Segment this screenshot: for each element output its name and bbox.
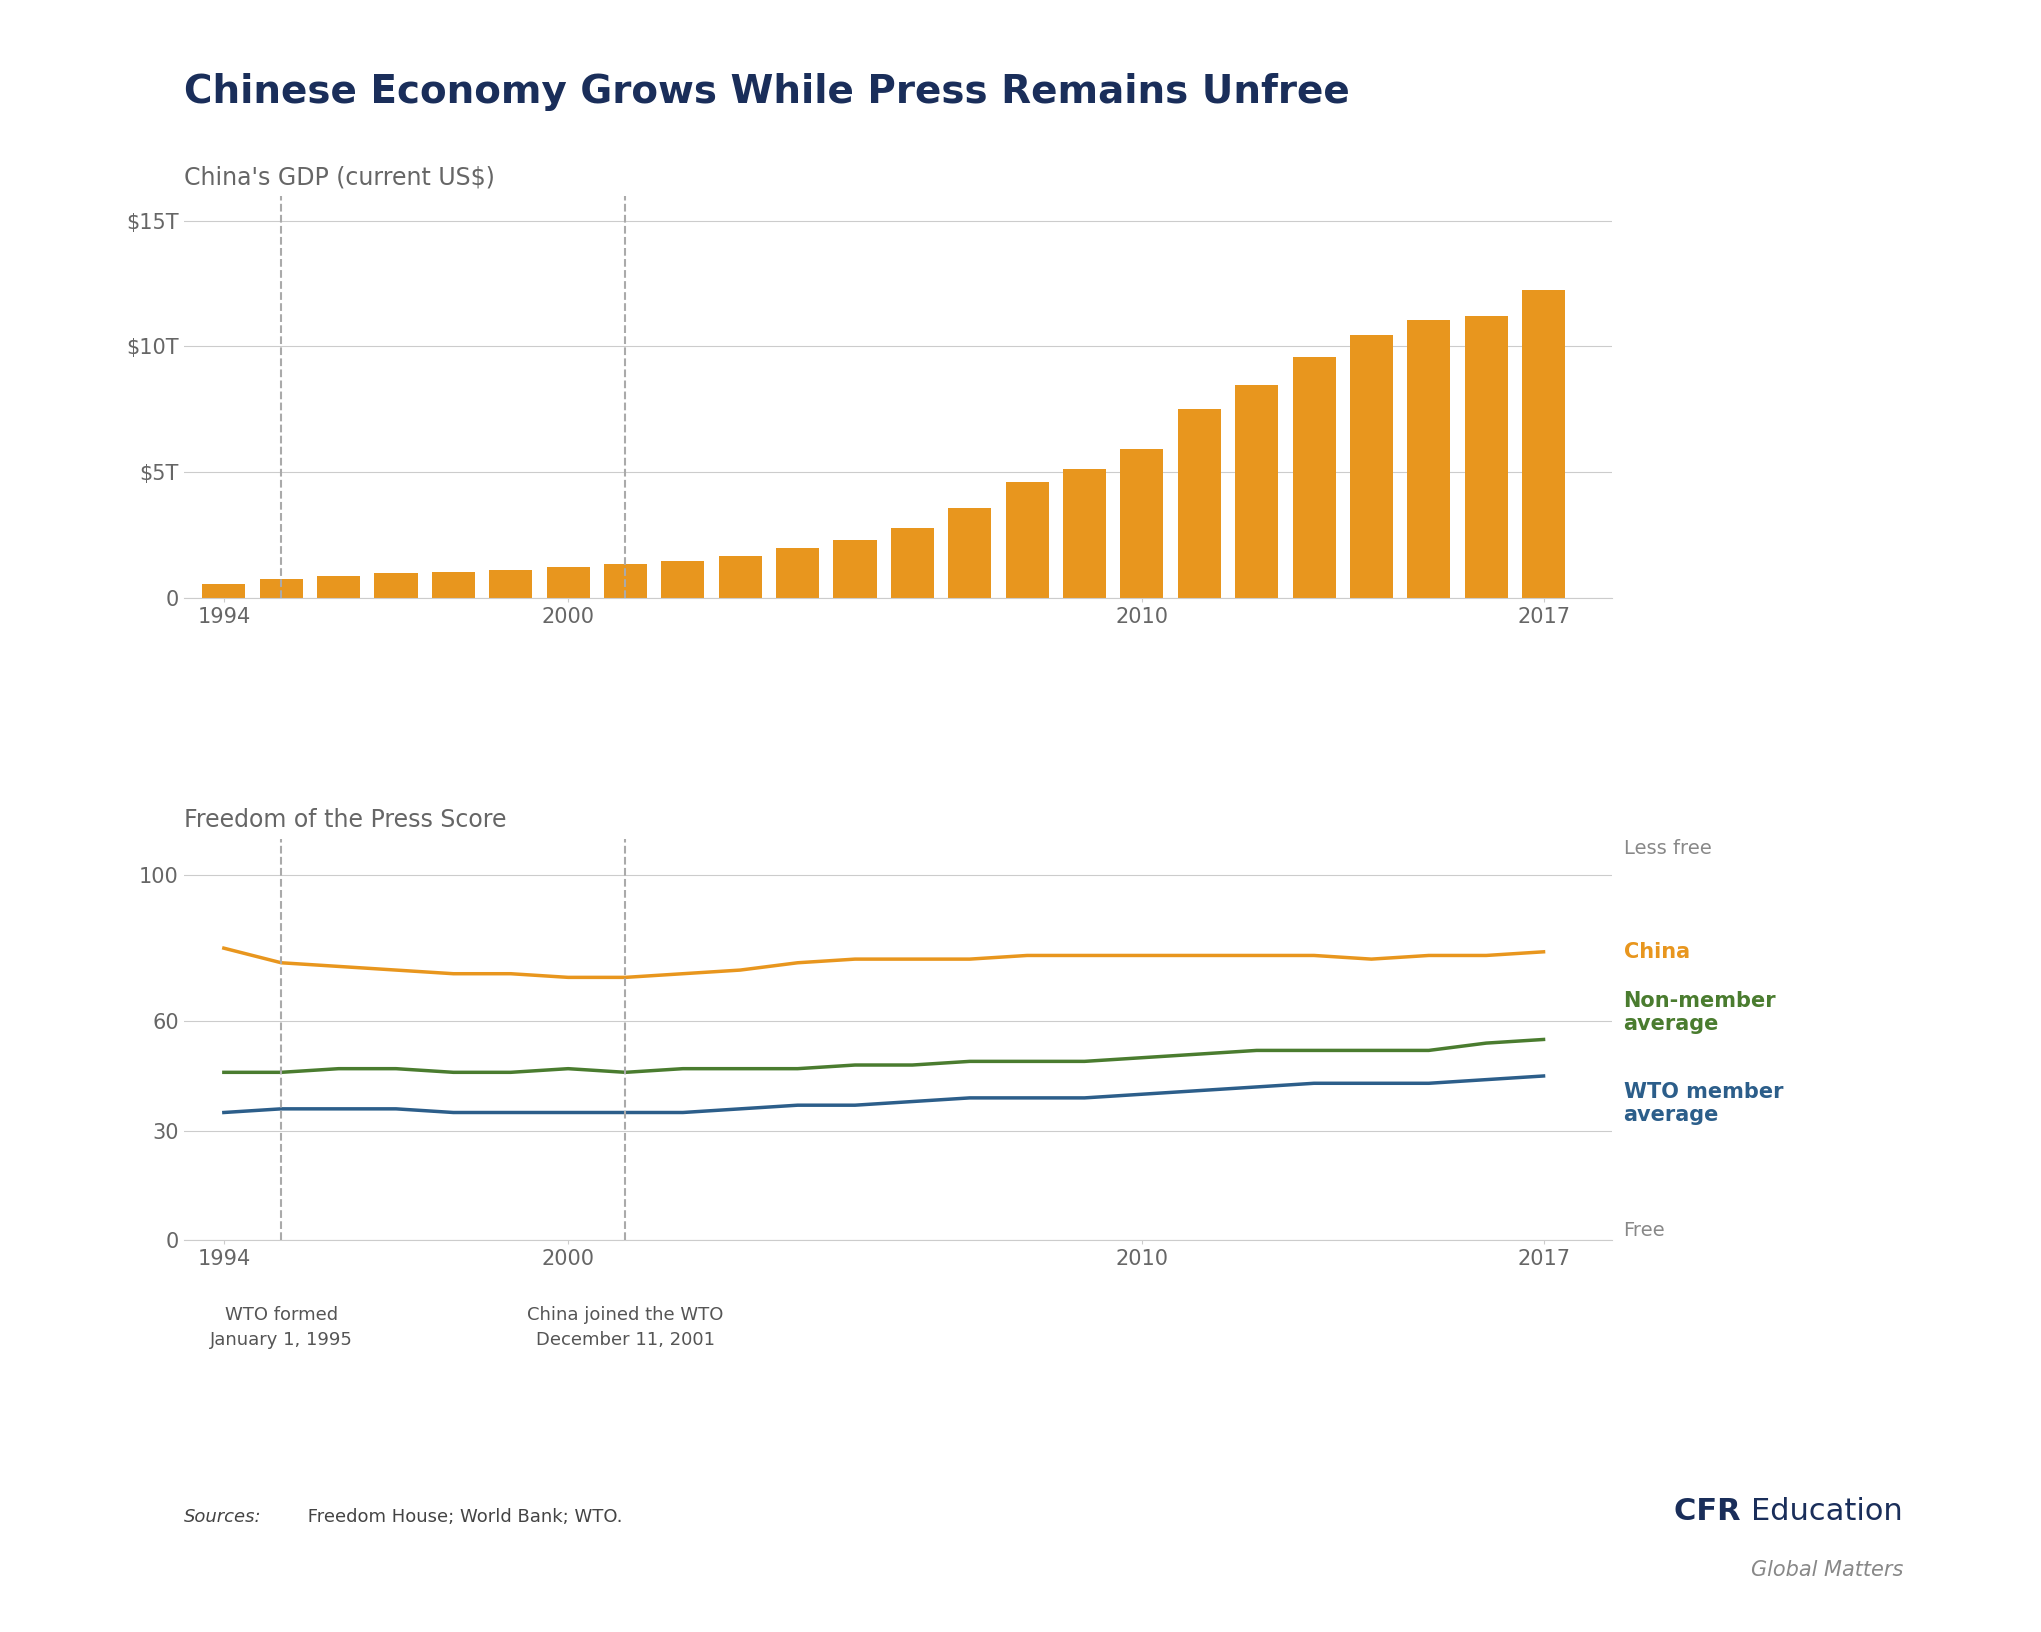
- Bar: [1292, 357, 1335, 597]
- Bar: [1178, 410, 1221, 597]
- Bar: [547, 568, 590, 597]
- Text: Sources:: Sources:: [184, 1508, 261, 1526]
- Text: Freedom of the Press Score: Freedom of the Press Score: [184, 808, 506, 832]
- Bar: [604, 565, 647, 597]
- Bar: [833, 540, 876, 597]
- Text: Free: Free: [1623, 1221, 1665, 1240]
- Bar: [949, 509, 992, 597]
- Text: Freedom House; World Bank; WTO.: Freedom House; World Bank; WTO.: [302, 1508, 623, 1526]
- Bar: [202, 584, 245, 597]
- Text: WTO member
average: WTO member average: [1623, 1082, 1784, 1124]
- Bar: [776, 548, 818, 597]
- Text: CFR: CFR: [1674, 1497, 1751, 1526]
- Text: Global Matters: Global Matters: [1751, 1560, 1904, 1580]
- Bar: [890, 529, 935, 597]
- Bar: [1063, 470, 1106, 597]
- Bar: [374, 573, 418, 597]
- Bar: [490, 570, 533, 597]
- Text: China: China: [1623, 942, 1690, 961]
- Text: China's GDP (current US$): China's GDP (current US$): [184, 166, 494, 189]
- Text: China joined the WTO
December 11, 2001: China joined the WTO December 11, 2001: [527, 1306, 725, 1348]
- Text: Education: Education: [1751, 1497, 1902, 1526]
- Bar: [1121, 449, 1163, 597]
- Bar: [1349, 335, 1392, 597]
- Text: WTO formed
January 1, 1995: WTO formed January 1, 1995: [210, 1306, 353, 1348]
- Bar: [1006, 481, 1049, 597]
- Bar: [1465, 317, 1508, 597]
- Text: Chinese Economy Grows While Press Remains Unfree: Chinese Economy Grows While Press Remain…: [184, 73, 1349, 111]
- Bar: [661, 561, 704, 597]
- Bar: [718, 557, 761, 597]
- Bar: [1523, 290, 1565, 597]
- Bar: [316, 576, 359, 597]
- Text: Non-member
average: Non-member average: [1623, 991, 1776, 1035]
- Bar: [1235, 385, 1278, 597]
- Bar: [1406, 320, 1451, 597]
- Bar: [259, 579, 302, 597]
- Text: Less free: Less free: [1623, 839, 1710, 857]
- Bar: [433, 571, 476, 597]
